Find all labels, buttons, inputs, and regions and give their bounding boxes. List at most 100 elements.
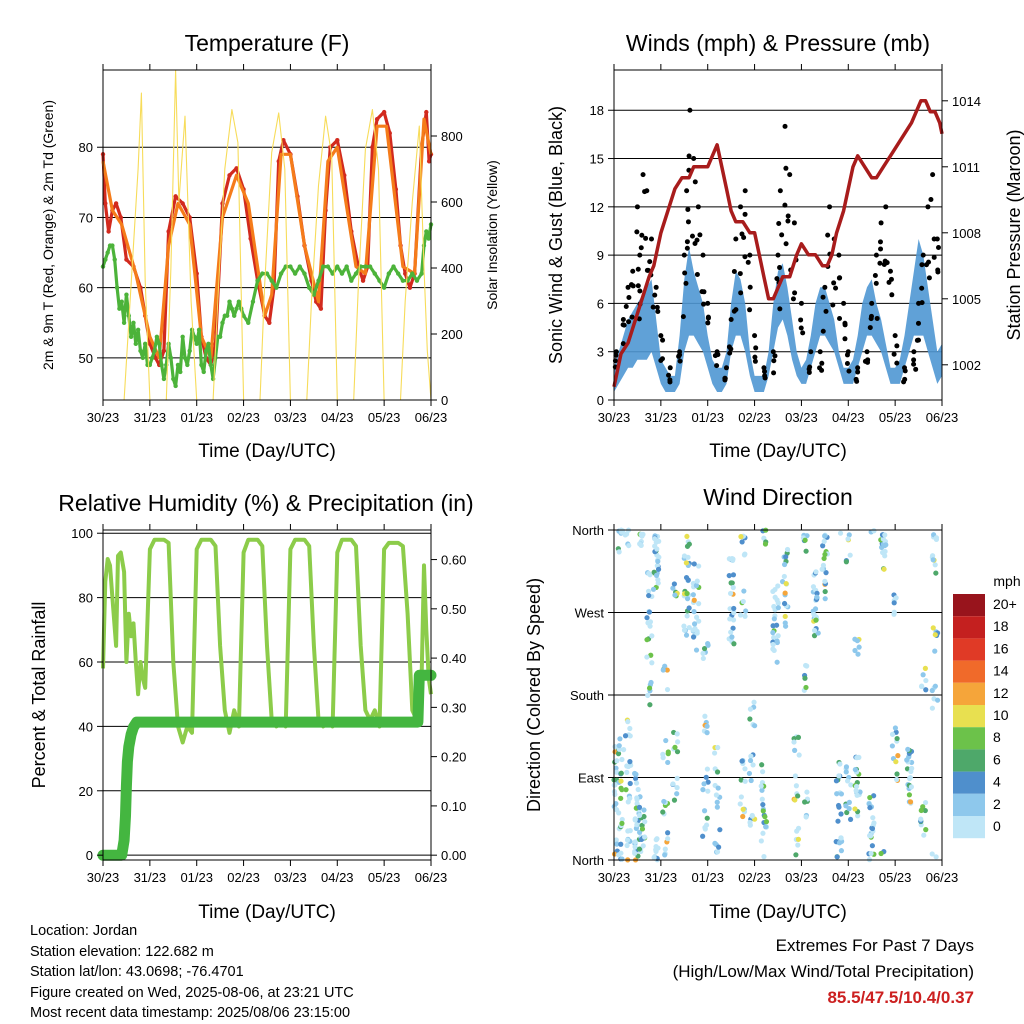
direction-point <box>932 648 938 654</box>
direction-point <box>632 844 638 850</box>
direction-point <box>812 606 819 612</box>
y-tick-right-label: 0.50 <box>441 602 466 617</box>
direction-point <box>614 758 620 764</box>
direction-point <box>644 637 650 643</box>
gust-point <box>808 349 814 355</box>
td2m-point <box>171 376 176 382</box>
direction-point <box>774 638 780 644</box>
gust-point <box>926 259 932 265</box>
direction-point <box>930 557 936 563</box>
x-tick-label: 31/23 <box>645 410 678 425</box>
direction-point <box>664 667 670 673</box>
direction-point <box>729 634 735 640</box>
direction-point <box>714 849 721 855</box>
direction-point <box>613 801 619 807</box>
direction-point <box>730 572 737 578</box>
td2m-point <box>410 271 415 276</box>
direction-point <box>637 541 643 547</box>
x-tick-label: 03/23 <box>785 870 818 885</box>
direction-point <box>665 836 671 842</box>
gust-point <box>694 272 700 278</box>
gust-point <box>884 260 890 266</box>
td2m-point <box>353 271 359 276</box>
direction-point <box>704 730 710 736</box>
direction-point <box>684 613 690 619</box>
td2m-point <box>196 327 202 332</box>
gust-point <box>774 276 780 282</box>
direction-point <box>752 723 758 729</box>
direction-point <box>743 608 749 614</box>
td2m-point <box>236 299 242 304</box>
t2m-point <box>381 109 387 115</box>
direction-point <box>869 843 875 849</box>
direction-point <box>853 783 860 790</box>
direction-point <box>854 792 860 798</box>
rain-line <box>97 669 437 861</box>
gust-point <box>777 265 783 271</box>
gust-point <box>685 206 691 212</box>
td2m-point <box>232 313 237 318</box>
gust-point <box>705 314 711 320</box>
winds-title: Winds (mph) & Pressure (mb) <box>626 30 930 56</box>
gust-point <box>705 300 711 306</box>
direction-point <box>793 852 799 858</box>
direction-point <box>793 783 799 789</box>
direction-point <box>632 817 638 823</box>
gust-point <box>842 320 848 326</box>
direction-point <box>892 725 899 731</box>
gust-point <box>775 252 781 258</box>
gust-point <box>626 319 632 325</box>
gust-point <box>800 330 806 336</box>
t2m-point <box>374 116 380 122</box>
pressure-line <box>612 99 944 388</box>
gust-point <box>752 358 758 364</box>
direction-point <box>846 532 852 538</box>
direction-point <box>932 562 938 568</box>
gust-point <box>684 245 690 251</box>
gust-point <box>820 328 826 334</box>
gust-point <box>864 349 870 355</box>
td2m-point <box>152 348 157 354</box>
direction-point <box>781 600 788 607</box>
direction-point <box>674 731 680 737</box>
station-location: Location: Jordan <box>30 923 138 939</box>
td2m-point <box>112 257 117 262</box>
direction-point <box>895 753 901 759</box>
direction-point <box>655 558 661 565</box>
colorbar-swatch <box>953 727 985 750</box>
direction-point <box>616 810 622 816</box>
direction-point <box>907 774 913 781</box>
direction-point <box>652 536 658 542</box>
y-tick-right-label: 0.60 <box>441 553 466 568</box>
direction-point <box>663 737 669 744</box>
t2m-point <box>267 320 272 325</box>
td2m-point <box>217 334 223 340</box>
gust-point <box>687 107 693 113</box>
direction-point <box>614 769 620 775</box>
colorbar-label: 16 <box>993 640 1009 656</box>
direction-point <box>815 630 821 636</box>
direction-point <box>843 764 850 770</box>
direction-point <box>836 773 842 779</box>
y-tick-label: 18 <box>590 103 604 118</box>
direction-point <box>822 596 828 602</box>
direction-point <box>696 601 702 607</box>
direction-point <box>760 830 766 836</box>
y-tick-label: 80 <box>79 591 93 606</box>
direction-point <box>802 675 808 681</box>
direction-point <box>684 543 691 549</box>
direction-point <box>625 719 631 725</box>
td2m-point <box>297 264 302 269</box>
gust-point <box>833 285 839 291</box>
x-tick-label: 02/23 <box>227 870 260 885</box>
direction-point <box>616 743 622 749</box>
direction-point <box>655 845 661 851</box>
station-info: Location: Jordan Station elevation: 122.… <box>30 921 354 1024</box>
direction-point <box>770 641 776 648</box>
td2m-point <box>185 362 190 368</box>
colorbar-swatch <box>953 793 985 816</box>
direction-point <box>822 588 828 595</box>
direction-point <box>823 570 829 576</box>
direction-point <box>845 536 851 542</box>
gust-point <box>783 241 789 247</box>
